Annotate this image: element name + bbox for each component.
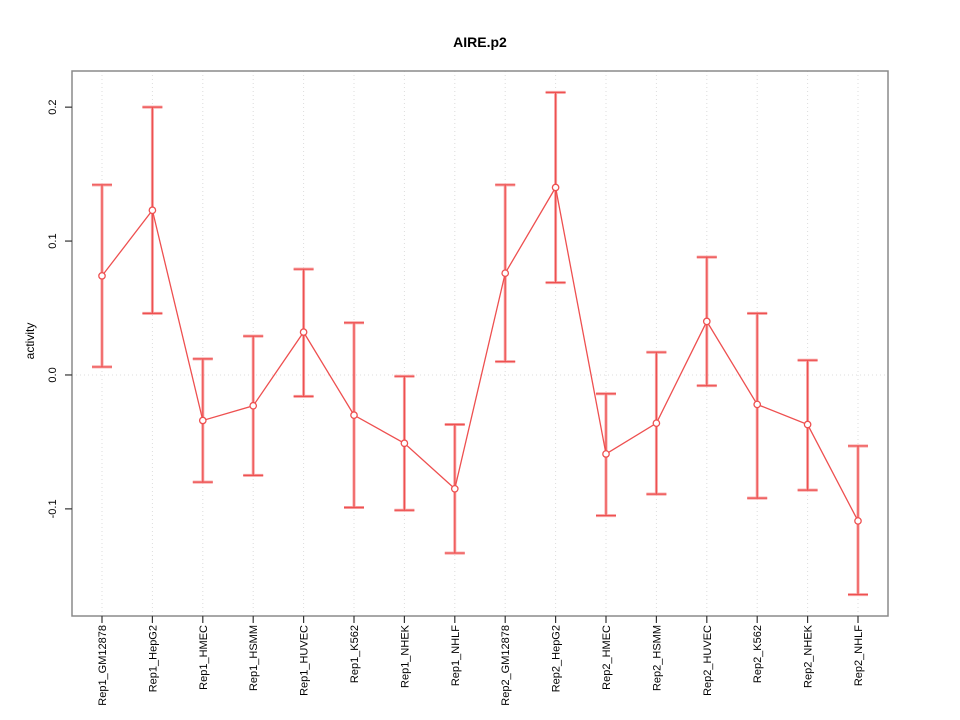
svg-text:Rep1_GM12878: Rep1_GM12878 [97,625,109,706]
y-tick-labels: -0.1 0.0 0.1 0.2 [47,100,59,519]
data-point-markers [98,183,862,525]
svg-text:0.2: 0.2 [47,100,59,115]
svg-text:Rep1_HUVEC: Rep1_HUVEC [299,625,311,696]
svg-text:Rep1_NHLF: Rep1_NHLF [450,625,462,686]
svg-text:Rep2_HMEC: Rep2_HMEC [601,625,613,690]
error-bars [92,90,868,597]
gridlines [72,71,888,616]
svg-text:0.1: 0.1 [47,233,59,248]
svg-text:Rep1_HMEC: Rep1_HMEC [198,625,210,690]
svg-text:0.0: 0.0 [47,367,59,382]
svg-text:Rep2_K562: Rep2_K562 [752,625,764,683]
svg-text:Rep2_HUVEC: Rep2_HUVEC [702,625,714,696]
svg-text:Rep2_HSMM: Rep2_HSMM [651,625,663,691]
svg-text:Rep1_HSMM: Rep1_HSMM [248,625,260,691]
svg-text:Rep1_K562: Rep1_K562 [349,625,361,683]
svg-text:Rep2_GM12878: Rep2_GM12878 [500,625,512,706]
plot-border [71,70,889,617]
axis-ticks [65,106,859,623]
svg-text:Rep2_NHEK: Rep2_NHEK [803,624,815,688]
svg-text:Rep2_HepG2: Rep2_HepG2 [551,625,563,692]
svg-text:Rep1_HepG2: Rep1_HepG2 [147,625,159,692]
svg-text:Rep1_NHEK: Rep1_NHEK [399,624,411,688]
chart-title: AIRE.p2 [453,34,507,50]
series-line [101,185,859,522]
x-category-labels: Rep1_GM12878 Rep1_HepG2 Rep1_HMEC Rep1_HSMM… [97,624,865,705]
svg-text:-0.1: -0.1 [47,499,59,518]
svg-text:Rep2_NHLF: Rep2_NHLF [853,625,865,686]
